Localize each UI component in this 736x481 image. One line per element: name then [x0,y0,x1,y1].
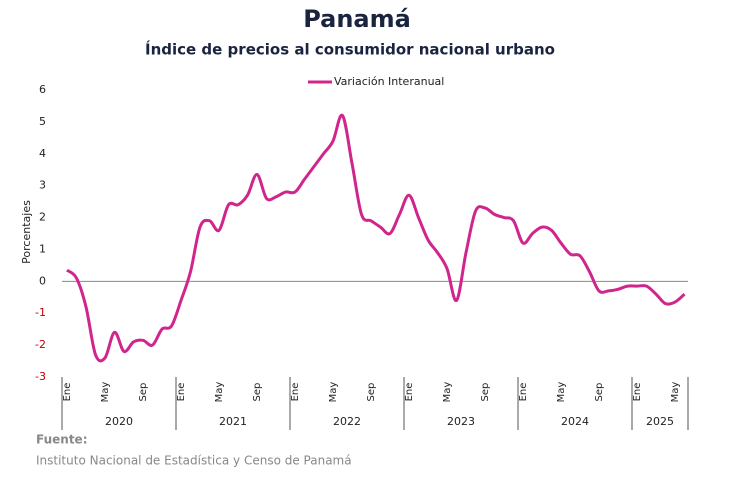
y-tick-label: 1 [39,242,46,255]
y-axis-label: Porcentajes [20,200,33,264]
y-tick-label: -1 [35,306,46,319]
x-tick-label: May [328,382,339,403]
y-tick-label: 0 [39,274,46,287]
x-tick-label: May [214,382,225,403]
line [66,113,686,363]
source-label: Fuente: [36,433,88,447]
y-tick-label: 6 [39,83,46,96]
year-label: 2022 [333,415,361,428]
x-tick-label: Sep [366,383,377,402]
year-label: 2021 [219,415,247,428]
legend-label: Variación Interanual [334,75,444,88]
year-label: 2025 [646,415,674,428]
x-tick-label: May [556,382,567,403]
y-tick-label: 5 [39,115,46,128]
x-tick-label: Ene [176,383,187,402]
x-tick-label: May [442,382,453,403]
x-tick-label: Ene [404,383,415,402]
y-tick-label: 3 [39,179,46,192]
x-tick-label: Sep [594,383,605,402]
x-tick-label: Ene [62,383,73,402]
x-tick-label: Sep [480,383,491,402]
source: Instituto Nacional de Estadística y Cens… [36,454,352,468]
chart-subtitle: Índice de precios al consumidor nacional… [145,40,555,59]
year-label: 2020 [105,415,133,428]
y-tick-label: -2 [35,338,46,351]
x-tick-label: Sep [138,383,149,402]
x-tick-label: Ene [290,383,301,402]
x-tick-label: Sep [252,383,263,402]
y-tick-label: 4 [39,147,46,160]
chart-title: Panamá [303,5,411,33]
y-tick-label: 2 [39,211,46,224]
x-tick-label: May [670,382,681,403]
y-tick-label: -3 [35,370,46,383]
x-tick-label: Ene [632,383,643,402]
year-label: 2023 [447,415,475,428]
year-label: 2024 [561,415,589,428]
x-tick-label: May [100,382,111,403]
x-tick-label: Ene [518,383,529,402]
